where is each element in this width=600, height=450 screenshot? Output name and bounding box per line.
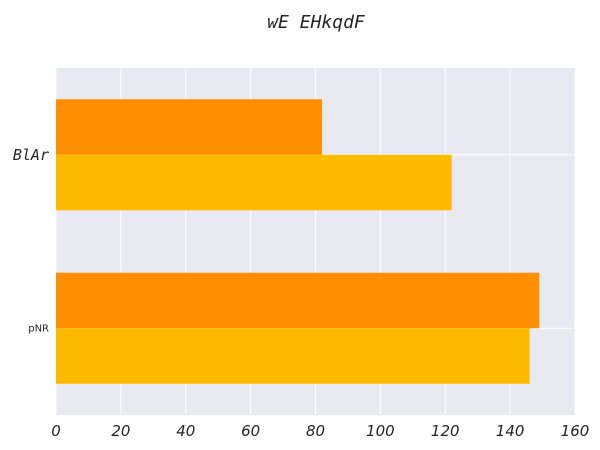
category-label: BlAr bbox=[13, 146, 49, 164]
x-tick-label: 40 bbox=[176, 422, 195, 440]
x-tick-label: 0 bbox=[51, 422, 61, 440]
x-tick-label: 160 bbox=[561, 422, 590, 440]
bar bbox=[56, 272, 540, 329]
x-axis-ticks: 0 20 40 60 80 100 120 140 160 bbox=[51, 422, 589, 440]
x-tick-label: 140 bbox=[496, 422, 525, 440]
x-tick-label: 100 bbox=[366, 422, 395, 440]
bar bbox=[56, 99, 322, 155]
chart-title: wE EHkqdF bbox=[267, 12, 366, 33]
y-axis-categories: BlAr pNR bbox=[13, 146, 49, 335]
category-label: pNR bbox=[28, 323, 49, 334]
x-tick-label: 20 bbox=[111, 422, 130, 440]
bars bbox=[56, 99, 540, 384]
x-tick-label: 120 bbox=[431, 422, 460, 440]
x-tick-label: 60 bbox=[241, 422, 260, 440]
bar bbox=[56, 154, 452, 211]
bar bbox=[56, 328, 530, 384]
x-tick-label: 80 bbox=[306, 422, 325, 440]
